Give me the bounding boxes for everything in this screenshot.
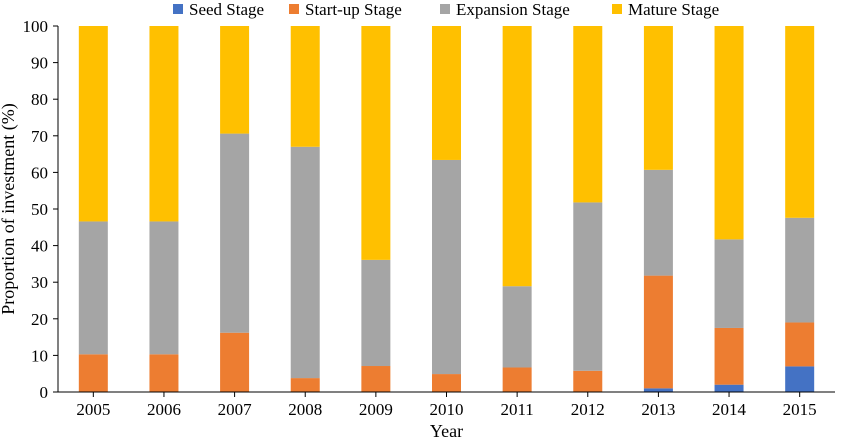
legend-label-expansion-stage: Expansion Stage (456, 0, 570, 19)
bar-expansion-stage-2009 (361, 259, 391, 367)
bar-mature-stage-2006 (149, 26, 179, 222)
bar-expansion-stage-2008 (290, 146, 320, 379)
bar-start-up-stage-2011 (502, 367, 532, 392)
bar-mature-stage-2007 (220, 26, 250, 134)
bar-start-up-stage-2006 (149, 354, 179, 392)
bar-expansion-stage-2007 (220, 133, 250, 333)
y-tick-label: 30 (31, 273, 48, 292)
bar-expansion-stage-2013 (643, 169, 673, 276)
x-tick-label-2007: 2007 (218, 400, 253, 419)
bar-seed-stage-2015 (785, 366, 815, 392)
bar-expansion-stage-2015 (785, 217, 815, 323)
legend-label-start-up-stage: Start-up Stage (305, 0, 402, 19)
y-tick-label: 90 (31, 54, 48, 73)
legend-item-seed-stage: Seed Stage (173, 0, 264, 19)
legend-swatch-seed-stage (173, 4, 183, 14)
bar-expansion-stage-2014 (714, 239, 744, 328)
bar-expansion-stage-2010 (432, 159, 461, 375)
bar-mature-stage-2013 (643, 26, 673, 170)
y-tick-label: 10 (31, 346, 48, 365)
bar-expansion-stage-2006 (149, 221, 179, 355)
legend-swatch-start-up-stage (289, 4, 299, 14)
y-ticks: 0 10 20 30 40 50 60 70 80 90 100 (23, 17, 58, 402)
bar-start-up-stage-2005 (78, 354, 108, 392)
legend-item-start-up-stage: Start-up Stage (289, 0, 402, 19)
y-tick-label: 50 (31, 200, 48, 219)
x-tick-label-2010: 2010 (430, 400, 464, 419)
bar-start-up-stage-2015 (785, 322, 815, 367)
bar-expansion-stage-2011 (502, 286, 532, 368)
bar-start-up-stage-2013 (643, 275, 673, 389)
bar-mature-stage-2008 (290, 26, 320, 147)
legend-item-mature-stage: Mature Stage (612, 0, 719, 19)
x-tick-label-2014: 2014 (712, 400, 747, 419)
legend-item-expansion-stage: Expansion Stage (440, 0, 570, 19)
bar-seed-stage-2013 (643, 388, 673, 392)
bar-start-up-stage-2012 (573, 370, 603, 392)
bar-start-up-stage-2007 (220, 332, 250, 392)
y-tick-label: 20 (31, 310, 48, 329)
x-tick-label-2009: 2009 (359, 400, 393, 419)
bar-seed-stage-2014 (714, 384, 744, 392)
y-tick-label: 100 (23, 17, 49, 36)
bar-expansion-stage-2012 (573, 202, 603, 371)
bar-mature-stage-2015 (785, 26, 815, 218)
x-tick-label-2012: 2012 (571, 400, 605, 419)
bar-start-up-stage-2014 (714, 327, 744, 385)
bar-start-up-stage-2009 (361, 366, 391, 392)
legend-label-mature-stage: Mature Stage (628, 0, 719, 19)
bar-mature-stage-2010 (432, 26, 461, 160)
legend-swatch-mature-stage (612, 4, 622, 14)
y-tick-label: 70 (31, 127, 48, 146)
bars (78, 26, 815, 392)
legend: Seed Stage Start-up Stage Expansion Stage M… (173, 0, 719, 19)
x-tick-label-2005: 2005 (76, 400, 110, 419)
bar-expansion-stage-2005 (78, 221, 108, 355)
bar-start-up-stage-2010 (432, 374, 461, 392)
y-tick-label: 60 (31, 163, 48, 182)
y-tick-label: 80 (31, 90, 48, 109)
bar-mature-stage-2012 (573, 26, 603, 203)
x-tick-label-2013: 2013 (641, 400, 675, 419)
bar-mature-stage-2014 (714, 26, 744, 240)
y-tick-label: 0 (40, 383, 49, 402)
x-ticks: 2005 2006 2007 2008 2009 2010 2011 2012 2013 2014… (76, 392, 817, 419)
bar-mature-stage-2009 (361, 26, 391, 260)
bar-mature-stage-2005 (78, 26, 108, 222)
legend-swatch-expansion-stage (440, 4, 450, 14)
x-tick-label-2006: 2006 (147, 400, 181, 419)
x-tick-label-2011: 2011 (500, 400, 533, 419)
legend-label-seed-stage: Seed Stage (189, 0, 264, 19)
x-tick-label-2008: 2008 (288, 400, 322, 419)
bar-mature-stage-2011 (502, 26, 532, 287)
y-axis-title: Proportion of investment (%) (0, 103, 19, 314)
x-axis-title: Year (430, 421, 463, 440)
x-tick-label-2015: 2015 (783, 400, 817, 419)
y-tick-label: 40 (31, 237, 48, 256)
bar-start-up-stage-2008 (290, 378, 320, 392)
